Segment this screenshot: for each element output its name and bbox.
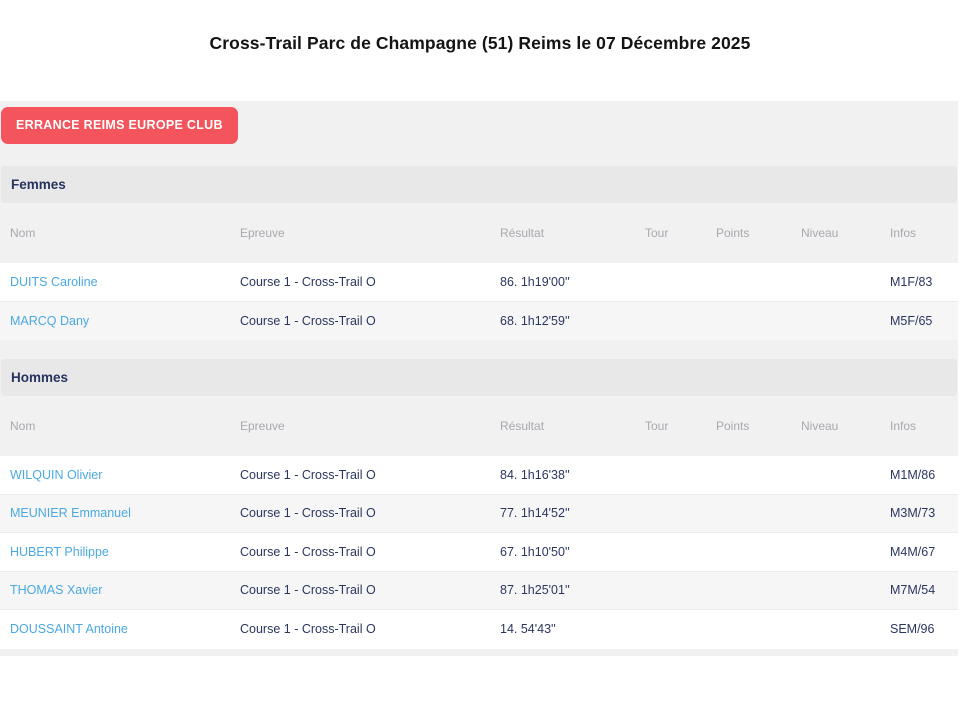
- cell-infos: M5F/65: [890, 313, 933, 328]
- cell-infos: M3M/73: [890, 506, 936, 521]
- column-header-infos: Infos: [890, 226, 917, 240]
- column-header-resultat: Résultat: [500, 226, 545, 240]
- column-header-tour: Tour: [645, 226, 669, 240]
- club-badge-button[interactable]: ERRANCE REIMS EUROPE CLUB: [1, 107, 238, 144]
- column-header-resultat: Résultat: [500, 419, 545, 433]
- cell-resultat: 77. 1h14'52'': [500, 506, 570, 521]
- column-header-niveau: Niveau: [801, 419, 839, 433]
- column-header-points: Points: [716, 419, 750, 433]
- cell-infos: M4M/67: [890, 544, 936, 559]
- cell-resultat: 87. 1h25'01'': [500, 583, 570, 598]
- cell-epreuve: Course 1 - Cross-Trail O: [240, 544, 376, 559]
- cell-infos: SEM/96: [890, 622, 935, 637]
- section-header-hommes: Hommes: [1, 359, 957, 396]
- column-header-epreuve: Epreuve: [240, 226, 285, 240]
- runner-name-link[interactable]: HUBERT Philippe: [10, 544, 109, 559]
- page-title: Cross-Trail Parc de Champagne (51) Reims…: [209, 33, 751, 53]
- runner-name-link[interactable]: MEUNIER Emmanuel: [10, 506, 131, 521]
- section-header-femmes: Femmes: [1, 166, 957, 203]
- cell-infos: M7M/54: [890, 583, 936, 598]
- results-panel: ERRANCE REIMS EUROPE CLUB Femmes Nom Epr…: [0, 101, 958, 656]
- runner-name-link[interactable]: DUITS Caroline: [10, 274, 98, 289]
- runner-name-link[interactable]: MARCQ Dany: [10, 313, 90, 328]
- cell-epreuve: Course 1 - Cross-Trail O: [240, 274, 376, 289]
- column-header-tour: Tour: [645, 419, 669, 433]
- section-femmes: Femmes Nom Epreuve Résultat Tour Points …: [0, 166, 958, 340]
- cell-infos: M1M/86: [890, 467, 936, 482]
- column-header-nom: Nom: [10, 419, 36, 433]
- table-row: DOUSSAINT Antoine Course 1 - Cross-Trail…: [0, 610, 958, 649]
- table-row: DUITS Caroline Course 1 - Cross-Trail O …: [0, 263, 958, 302]
- column-header-niveau: Niveau: [801, 226, 839, 240]
- cell-resultat: 86. 1h19'00'': [500, 274, 570, 289]
- table-row: WILQUIN Olivier Course 1 - Cross-Trail O…: [0, 456, 958, 495]
- column-header-epreuve: Epreuve: [240, 419, 285, 433]
- table-row: MARCQ Dany Course 1 - Cross-Trail O 68. …: [0, 301, 958, 340]
- column-header-infos: Infos: [890, 419, 917, 433]
- table-header-femmes: Nom Epreuve Résultat Tour Points Niveau …: [0, 203, 958, 263]
- table-row: THOMAS Xavier Course 1 - Cross-Trail O 8…: [0, 571, 958, 610]
- cell-epreuve: Course 1 - Cross-Trail O: [240, 313, 376, 328]
- section-hommes: Hommes Nom Epreuve Résultat Tour Points …: [0, 359, 958, 649]
- cell-resultat: 84. 1h16'38'': [500, 467, 570, 482]
- column-header-nom: Nom: [10, 226, 36, 240]
- table-row: MEUNIER Emmanuel Course 1 - Cross-Trail …: [0, 494, 958, 533]
- runner-name-link[interactable]: WILQUIN Olivier: [10, 467, 103, 482]
- cell-epreuve: Course 1 - Cross-Trail O: [240, 506, 376, 521]
- cell-resultat: 67. 1h10'50'': [500, 544, 570, 559]
- table-header-hommes: Nom Epreuve Résultat Tour Points Niveau …: [0, 396, 958, 456]
- cell-epreuve: Course 1 - Cross-Trail O: [240, 467, 376, 482]
- table-row: HUBERT Philippe Course 1 - Cross-Trail O…: [0, 533, 958, 572]
- runner-name-link[interactable]: DOUSSAINT Antoine: [10, 622, 128, 637]
- cell-infos: M1F/83: [890, 274, 933, 289]
- cell-resultat: 68. 1h12'59'': [500, 313, 570, 328]
- cell-epreuve: Course 1 - Cross-Trail O: [240, 622, 376, 637]
- runner-name-link[interactable]: THOMAS Xavier: [10, 583, 103, 598]
- cell-resultat: 14. 54'43'': [500, 622, 556, 637]
- column-header-points: Points: [716, 226, 750, 240]
- cell-epreuve: Course 1 - Cross-Trail O: [240, 583, 376, 598]
